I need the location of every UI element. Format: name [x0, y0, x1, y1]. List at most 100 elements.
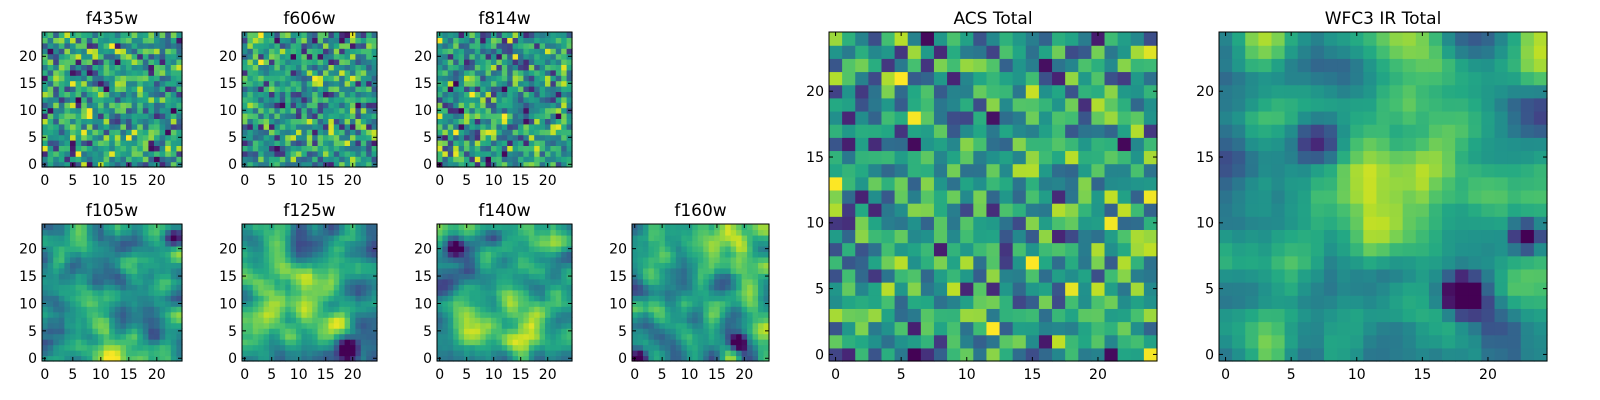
heatmap-cell	[464, 344, 470, 351]
heatmap-cell	[523, 289, 530, 296]
heatmap-cell	[881, 163, 896, 178]
heatmap-cell	[247, 284, 254, 291]
heatmap-cell	[453, 161, 460, 168]
heatmap-cell	[947, 229, 961, 244]
heatmap-cell	[92, 96, 99, 103]
heatmap-cell	[496, 69, 503, 76]
heatmap-cell	[70, 118, 77, 125]
heatmap-cell	[126, 96, 133, 103]
heatmap-cell	[131, 311, 138, 318]
heatmap-cell	[534, 37, 541, 44]
heatmap-cell	[442, 86, 449, 92]
heatmap-cell	[131, 256, 138, 263]
heatmap-cell	[703, 333, 710, 340]
heatmap-cell	[323, 262, 329, 269]
heatmap-cell	[1143, 321, 1158, 336]
heatmap-cell	[252, 134, 259, 141]
heatmap-cell	[491, 344, 497, 351]
heatmap-cell	[274, 289, 281, 296]
heatmap-cell	[747, 317, 754, 324]
heatmap-cell	[842, 229, 856, 244]
heatmap-cell	[86, 156, 93, 163]
heatmap-cell	[159, 161, 166, 168]
heatmap-cell	[170, 311, 177, 318]
heatmap-cell	[1117, 321, 1132, 336]
heatmap-cell	[539, 295, 546, 302]
heatmap-cell	[453, 339, 460, 346]
heatmap-cell	[263, 322, 270, 329]
heatmap-cell	[170, 289, 177, 296]
heatmap-cell	[464, 53, 470, 60]
heatmap-cell	[681, 256, 688, 263]
heatmap-cell	[360, 322, 367, 329]
heatmap-cell	[148, 80, 155, 87]
heatmap-cell	[1143, 295, 1158, 309]
heatmap-cell	[523, 328, 530, 335]
heatmap-cell	[176, 240, 183, 247]
heatmap-cell	[545, 328, 551, 335]
heatmap-cell	[653, 256, 660, 263]
heatmap-cell	[323, 134, 329, 141]
heatmap-cell	[269, 311, 275, 318]
heatmap-cell	[653, 306, 660, 313]
heatmap-cell	[323, 69, 329, 76]
heatmap-cell	[708, 256, 715, 263]
heatmap-cell	[512, 134, 519, 141]
heatmap-cell	[485, 80, 492, 87]
heatmap-cell	[360, 102, 367, 109]
heatmap-cell	[47, 42, 54, 49]
heatmap-cell	[512, 256, 519, 263]
heatmap-cell	[366, 344, 373, 351]
heatmap-cell	[496, 284, 503, 291]
heatmap-cell	[708, 322, 715, 329]
heatmap-cell	[960, 268, 974, 283]
heatmap-cell	[350, 267, 356, 274]
heatmap-cell	[528, 322, 535, 329]
heatmap-cell	[442, 156, 449, 163]
heatmap-cell	[279, 53, 286, 60]
heatmap-cell	[170, 306, 177, 313]
heatmap-cell	[686, 256, 693, 263]
heatmap-cell	[274, 53, 281, 60]
heatmap-cell	[528, 69, 535, 76]
heatmap-cell	[686, 339, 693, 346]
heatmap-cell	[252, 96, 259, 103]
heatmap-cell	[1091, 216, 1106, 230]
heatmap-cell	[555, 140, 562, 146]
heatmap-cell	[637, 295, 644, 302]
heatmap-cell	[555, 161, 562, 168]
heatmap-cell	[47, 69, 54, 76]
heatmap-cell	[301, 107, 308, 114]
heatmap-cell	[81, 69, 88, 76]
heatmap-cell	[442, 278, 449, 285]
heatmap-cell	[555, 344, 562, 351]
heatmap-cell	[670, 245, 677, 252]
heatmap-cell	[512, 129, 519, 136]
heatmap-cell	[829, 282, 843, 296]
heatmap-cell	[659, 300, 666, 307]
y-tick-label: 15	[19, 269, 37, 285]
heatmap-cell	[736, 350, 743, 357]
heatmap-cell	[242, 317, 248, 324]
heatmap-cell	[366, 145, 373, 152]
heatmap-cell	[159, 42, 166, 49]
heatmap-cell	[907, 308, 922, 323]
heatmap-cell	[469, 107, 476, 114]
heatmap-cell	[442, 256, 449, 263]
heatmap-cell	[109, 69, 116, 76]
heatmap-cell	[64, 306, 71, 313]
heatmap-cell	[501, 37, 508, 44]
heatmap-cell	[126, 262, 133, 269]
heatmap-cell	[355, 118, 362, 125]
heatmap-cell	[176, 129, 183, 136]
heatmap-cell	[47, 317, 54, 324]
heatmap-cell	[333, 102, 340, 109]
heatmap-cell	[355, 86, 362, 92]
heatmap-cell	[306, 284, 313, 291]
heatmap-cell	[312, 333, 319, 340]
heatmap-cell	[523, 156, 530, 163]
heatmap-cell	[453, 86, 460, 92]
heatmap-cell	[453, 118, 460, 125]
heatmap-cell	[306, 64, 313, 71]
heatmap-cell	[120, 229, 127, 236]
